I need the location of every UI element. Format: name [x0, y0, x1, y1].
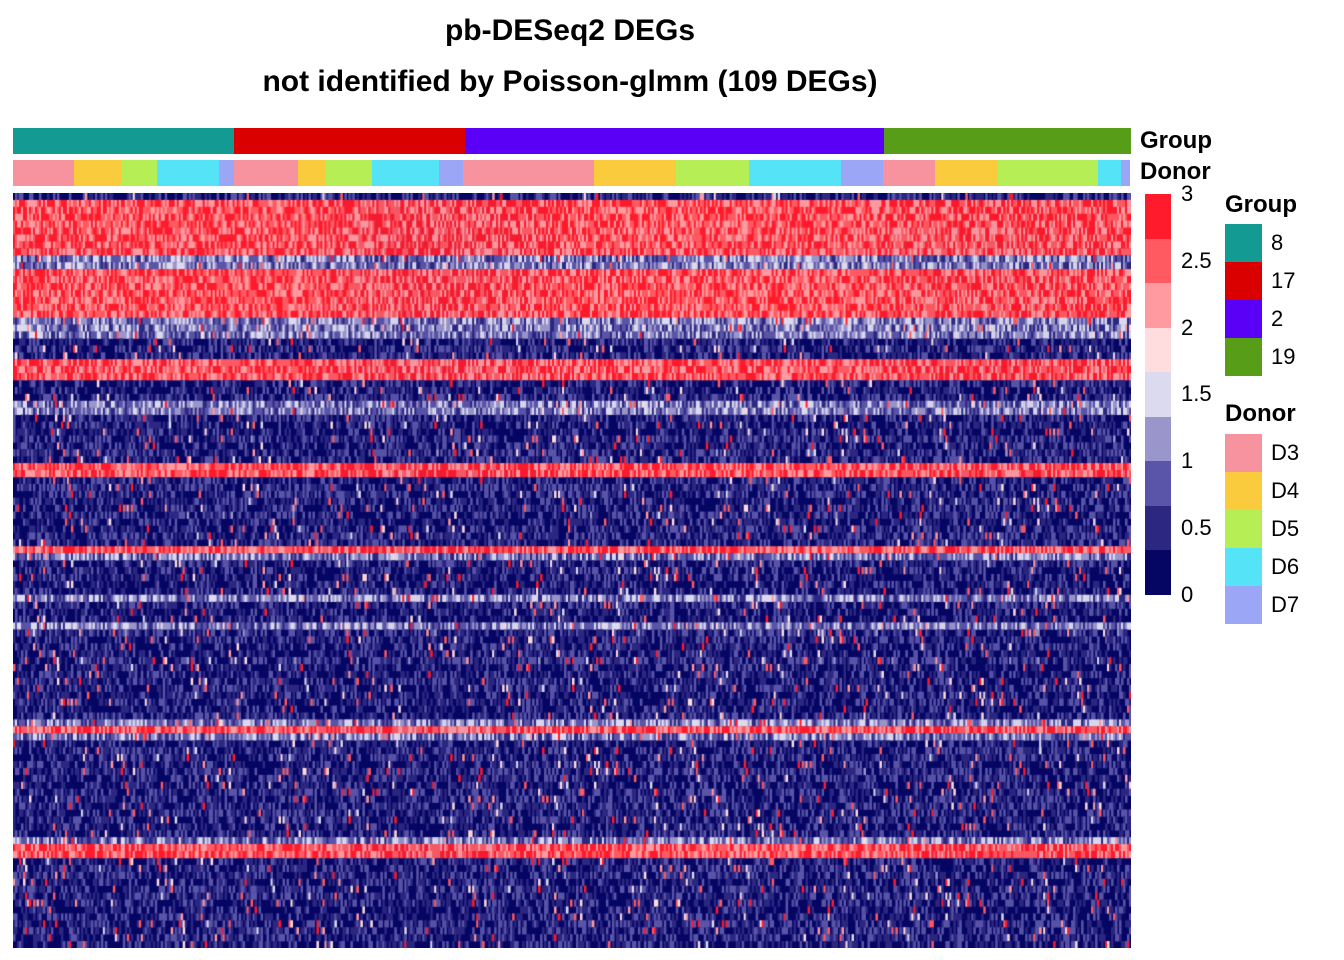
legend-item: 2 — [1225, 300, 1283, 338]
color-scale-tick: 1 — [1181, 448, 1194, 473]
legend-swatch — [1225, 548, 1262, 586]
legend-label: 17 — [1271, 268, 1296, 293]
color-scale-cell — [1145, 372, 1171, 417]
color-scale-cell — [1145, 194, 1171, 239]
color-scale-cell — [1145, 327, 1171, 372]
legend-swatch — [1225, 224, 1262, 262]
group-segment-8 — [13, 128, 235, 154]
donor-segment-d6 — [748, 160, 842, 186]
color-scale-cell — [1145, 238, 1171, 283]
color-scale-tick: 0 — [1181, 581, 1194, 607]
legend-swatch — [1225, 262, 1262, 300]
donor-segment-d4 — [594, 160, 676, 186]
legend-item: D6 — [1225, 548, 1299, 586]
group-segment-19 — [883, 128, 1131, 154]
color-scale-cell — [1145, 461, 1171, 506]
donor-segment-d5 — [121, 160, 158, 186]
legend-item: 8 — [1225, 224, 1283, 262]
donor-segment-d6 — [157, 160, 219, 186]
donor-segment-d5 — [675, 160, 749, 186]
legend-swatch — [1225, 586, 1262, 624]
legend-swatch — [1225, 338, 1262, 376]
donor-segment-d5 — [325, 160, 372, 186]
color-scale-cell — [1145, 416, 1171, 461]
legend-item: 17 — [1225, 262, 1295, 300]
legend-item: D3 — [1225, 434, 1299, 472]
donor-segment-d7 — [438, 160, 464, 186]
donor-segment-d3 — [13, 160, 75, 186]
expression-heatmap — [13, 193, 1131, 948]
color-scale-cell — [1145, 505, 1171, 550]
legend-swatch — [1225, 472, 1262, 510]
color-scale-tick: 3 — [1181, 181, 1194, 206]
donor-annotation-bar — [13, 160, 1131, 186]
donor-segment-d4 — [298, 160, 326, 186]
donor-segment-d6 — [371, 160, 439, 186]
legend-label: D7 — [1271, 592, 1300, 617]
legend-label: 2 — [1271, 306, 1284, 331]
color-scale-tick: 1.5 — [1181, 381, 1212, 407]
donor-segment-d3 — [234, 160, 299, 186]
donor-segment-d4 — [74, 160, 122, 186]
group-legend-title: Group — [1225, 191, 1297, 218]
legend-item: 19 — [1225, 338, 1295, 376]
donor-segment-d7 — [841, 160, 883, 186]
group-segment-17 — [234, 128, 465, 154]
chart-subtitle: not identified by Poisson-glmm (109 DEGs… — [262, 65, 878, 98]
color-scale-cell — [1145, 283, 1171, 328]
legend-item: D7 — [1225, 586, 1299, 624]
donor-segment-d5 — [997, 160, 1099, 186]
legend-item: D4 — [1225, 472, 1299, 510]
legend-swatch — [1225, 434, 1262, 472]
donor-segment-d7 — [1120, 160, 1130, 186]
legend-label: D4 — [1271, 478, 1300, 503]
donor-segment-d3 — [463, 160, 595, 186]
donor-legend-title: Donor — [1225, 400, 1296, 427]
legend-label: D6 — [1271, 554, 1300, 579]
donor-segment-d7 — [218, 160, 235, 186]
group-segment-2 — [464, 128, 884, 154]
legend-item: D5 — [1225, 510, 1299, 548]
donor-segment-d6 — [1098, 160, 1121, 186]
color-scale-cell — [1145, 550, 1171, 595]
legend-swatch — [1225, 300, 1262, 338]
legend-label: D3 — [1271, 440, 1300, 465]
donor-segment-d4 — [935, 160, 998, 186]
chart-title: pb-DESeq2 DEGs — [444, 14, 696, 47]
legend-swatch — [1225, 510, 1262, 548]
group-annotation-bar — [13, 128, 1131, 154]
group-annotation-label: Group — [1140, 127, 1212, 154]
donor-annotation-label: Donor — [1140, 158, 1211, 185]
legend-label: 8 — [1271, 230, 1284, 255]
color-scale-tick: 2 — [1181, 314, 1194, 340]
color-scale-tick: 2.5 — [1181, 247, 1212, 273]
color-scale-tick: 0.5 — [1181, 514, 1212, 540]
donor-segment-d3 — [882, 160, 936, 186]
legend-label: D5 — [1271, 516, 1300, 541]
legend-label: 19 — [1271, 344, 1296, 369]
color-scale-bar — [1145, 194, 1171, 595]
